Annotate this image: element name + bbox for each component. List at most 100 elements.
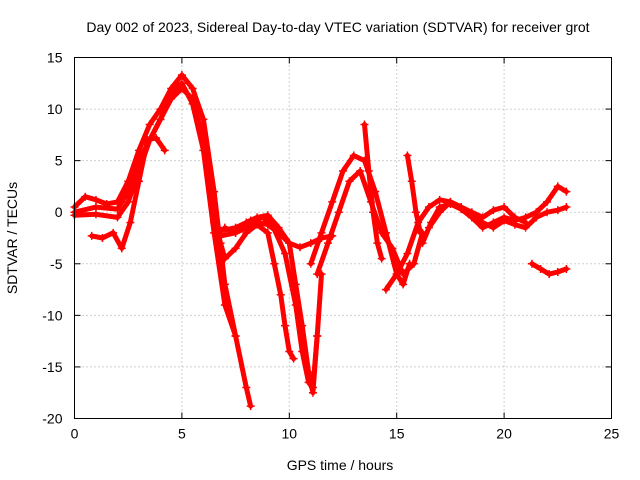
data-point <box>160 146 169 155</box>
series-sat-l <box>403 151 425 237</box>
data-point <box>403 151 412 160</box>
data-point <box>403 249 412 258</box>
data-point <box>177 84 186 93</box>
data-point <box>285 347 294 356</box>
data-point <box>126 218 135 227</box>
data-point <box>291 301 300 310</box>
data-point <box>339 166 347 175</box>
data-point <box>545 270 554 279</box>
data-point <box>304 378 313 387</box>
data-point <box>543 197 552 206</box>
data-point <box>521 223 530 232</box>
data-point <box>117 244 126 253</box>
data-point <box>145 120 154 129</box>
data-point <box>87 231 96 240</box>
series-trace <box>72 72 254 409</box>
x-tick-label: 15 <box>389 426 405 442</box>
data-point <box>91 210 100 219</box>
data-point <box>349 151 358 160</box>
data-point <box>296 243 305 252</box>
data-point <box>388 244 397 253</box>
data-point <box>167 94 176 103</box>
data-point <box>553 206 562 215</box>
data-point <box>345 177 354 186</box>
axis-ticks: 0 5 10 15 20 25 -20 -15 -10 -5 0 5 10 15 <box>42 50 619 442</box>
data-point <box>377 254 386 263</box>
data-point <box>113 213 122 222</box>
data-point <box>263 228 272 237</box>
x-axis-title: GPS time / hours <box>287 457 394 473</box>
data-point <box>424 223 433 232</box>
plot-frame <box>74 57 612 419</box>
data-point <box>553 268 562 277</box>
data-point <box>231 244 240 253</box>
data-point <box>543 208 552 217</box>
data-point <box>562 203 571 212</box>
data-point <box>134 177 143 186</box>
data-point <box>306 259 315 268</box>
x-tick-label: 5 <box>178 426 186 442</box>
data-point <box>356 166 365 175</box>
data-point <box>360 120 369 129</box>
data-point <box>328 197 337 206</box>
data-point <box>276 290 285 299</box>
data-point <box>231 331 240 340</box>
series-trace <box>426 183 569 231</box>
chart-title: Day 002 of 2023, Sidereal Day-to-day VTE… <box>86 19 589 35</box>
data-point <box>500 213 509 222</box>
data-point <box>308 383 317 392</box>
y-tick-label: -20 <box>42 411 62 427</box>
y-tick-label: -5 <box>50 256 63 272</box>
data-point <box>418 239 427 248</box>
data-point <box>424 203 433 212</box>
data-point <box>435 208 444 217</box>
data-point <box>407 177 416 186</box>
data-point <box>467 213 476 222</box>
data-point <box>270 259 279 268</box>
data-point <box>562 264 571 273</box>
data-point <box>220 254 229 263</box>
data-point <box>478 223 487 232</box>
data-point <box>188 94 197 103</box>
data-point <box>242 383 251 392</box>
data-point <box>334 208 343 217</box>
data-point <box>381 285 390 294</box>
series-sat-j <box>360 120 386 263</box>
data-point <box>152 133 161 142</box>
data-point <box>409 259 418 268</box>
data-point <box>289 354 298 363</box>
x-tick-label: 20 <box>496 426 512 442</box>
data-point <box>263 220 272 229</box>
data-point <box>253 218 262 227</box>
data-point <box>510 216 519 225</box>
data-point <box>416 228 425 237</box>
series-sat-d <box>87 133 169 253</box>
data-point <box>553 182 562 191</box>
data-point <box>313 270 322 279</box>
data-point <box>373 239 382 248</box>
data-point <box>91 195 100 204</box>
data-point <box>281 249 290 258</box>
data-point <box>124 197 133 206</box>
y-tick-label: -15 <box>42 359 62 375</box>
data-point <box>113 205 122 214</box>
data-point <box>528 259 537 268</box>
data-point <box>81 192 90 201</box>
data-point <box>281 321 290 330</box>
data-point <box>220 301 229 310</box>
data-point <box>98 234 107 242</box>
data-point <box>412 208 421 217</box>
data-point <box>231 228 240 237</box>
y-tick-label: 5 <box>55 153 63 169</box>
data-point <box>435 195 444 204</box>
series-trace <box>218 214 324 391</box>
data-point <box>216 231 225 240</box>
data-point <box>500 203 509 212</box>
data-point <box>298 347 307 356</box>
data-point <box>188 84 197 93</box>
data-point <box>306 239 315 248</box>
x-tick-label: 25 <box>604 426 620 442</box>
data-point <box>369 208 378 217</box>
data-point <box>109 228 118 237</box>
